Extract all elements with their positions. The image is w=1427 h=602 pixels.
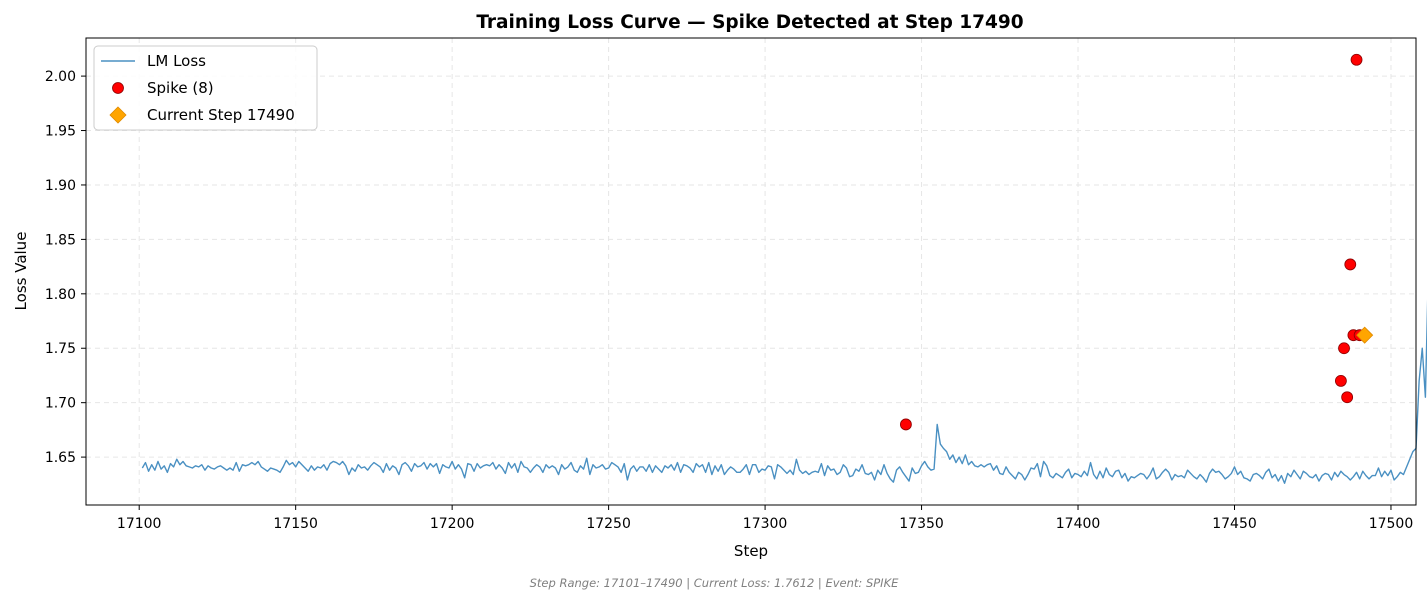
y-tick-label: 1.75 bbox=[45, 341, 76, 357]
y-tick-label: 1.95 bbox=[45, 124, 76, 140]
x-tick-label: 17150 bbox=[273, 516, 318, 532]
axes-frame bbox=[85, 37, 1417, 506]
legend-box bbox=[93, 45, 318, 131]
y-axis: 1.65 1.70 1.75 1.80 1.85 1.90 1.95 2.00 bbox=[45, 69, 86, 466]
x-tick-label: 17200 bbox=[430, 516, 475, 532]
y-tick-label: 2.00 bbox=[45, 69, 76, 85]
legend-label-lm-loss: LM Loss bbox=[147, 52, 206, 70]
x-axis: 17100 17150 17200 17250 17300 17350 17400 17450… bbox=[117, 505, 1413, 532]
y-axis-label: Loss Value bbox=[12, 232, 30, 311]
chart-title: Training Loss Curve — Spike Detected at … bbox=[476, 12, 1023, 33]
spike-point bbox=[900, 418, 912, 431]
x-tick-label: 17300 bbox=[743, 516, 788, 532]
spike-point bbox=[1350, 53, 1363, 66]
series-line-lm-loss bbox=[141, 299, 1427, 484]
legend-label-spike: Spike (8) bbox=[147, 79, 214, 97]
y-tick-label: 1.65 bbox=[45, 450, 76, 466]
legend-label-current: Current Step 17490 bbox=[147, 106, 295, 124]
x-tick-label: 17500 bbox=[1369, 516, 1414, 532]
x-tick-label: 17100 bbox=[117, 516, 162, 532]
x-tick-label: 17450 bbox=[1212, 516, 1257, 532]
y-tick-label: 1.80 bbox=[45, 287, 76, 303]
y-tick-label: 1.90 bbox=[45, 178, 76, 194]
current-step-marker bbox=[1356, 326, 1374, 344]
legend-spike-swatch bbox=[112, 82, 124, 94]
spike-point bbox=[1334, 375, 1347, 387]
y-tick-label: 1.85 bbox=[45, 232, 76, 248]
x-tick-label: 17400 bbox=[1056, 516, 1101, 532]
legend-current-swatch bbox=[109, 106, 127, 124]
grid bbox=[86, 38, 1416, 505]
spike-point bbox=[1338, 342, 1350, 355]
plot-area bbox=[141, 53, 1427, 484]
y-tick-label: 1.70 bbox=[45, 396, 76, 412]
spike-point bbox=[1341, 391, 1354, 404]
footer-caption: Step Range: 17101–17490 | Current Loss: … bbox=[530, 576, 899, 590]
x-tick-label: 17250 bbox=[586, 516, 631, 532]
legend: LM Loss Spike (8) Current Step 17490 bbox=[93, 45, 318, 131]
x-axis-label: Step bbox=[734, 542, 768, 560]
spike-point bbox=[1344, 258, 1357, 271]
x-tick-label: 17350 bbox=[899, 516, 944, 532]
